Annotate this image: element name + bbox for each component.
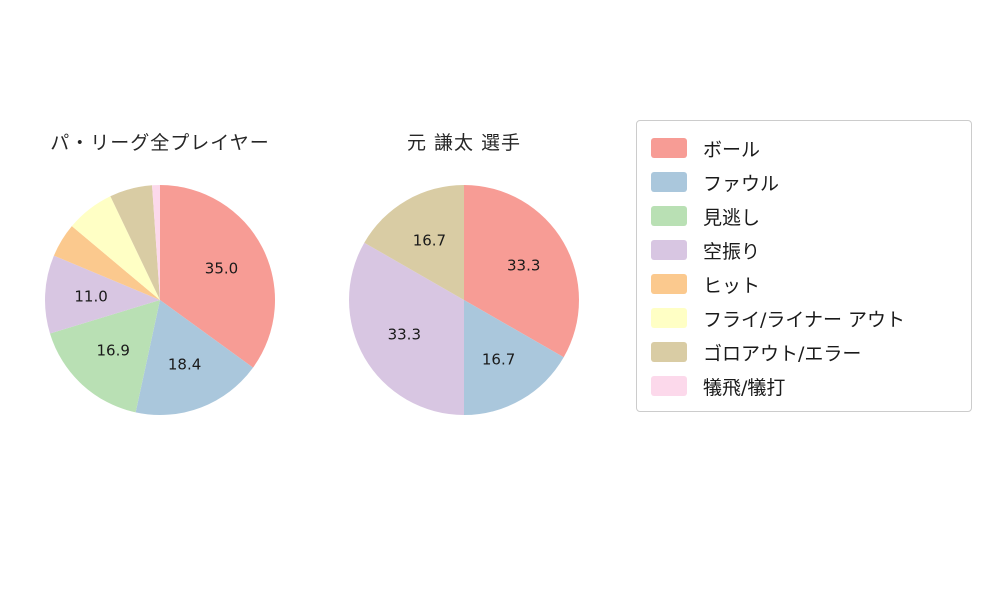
- legend-label: ファウル: [703, 172, 780, 195]
- pie-value-label: 18.4: [168, 356, 201, 374]
- legend-label: 見逃し: [703, 206, 761, 229]
- right-pie-title: 元 謙太 選手: [406, 132, 522, 154]
- legend-item: 見逃し: [651, 199, 971, 233]
- pie-slice-4: [53, 226, 160, 300]
- legend-swatch: [651, 308, 687, 328]
- pie-slice-1: [464, 300, 564, 415]
- legend-item: 空振り: [651, 233, 971, 267]
- pie-slice-5: [71, 196, 160, 300]
- legend-item: ヒット: [651, 267, 971, 301]
- legend-item: 犠飛/犠打: [651, 369, 971, 403]
- pie-value-label: 33.3: [507, 256, 540, 274]
- pie-slice-3: [45, 255, 160, 334]
- legend-label: ゴロアウト/エラー: [703, 342, 862, 365]
- pie-chart-player-gen-kenta: 33.3 16.7 33.3 16.7: [349, 185, 579, 415]
- legend-label: 空振り: [703, 240, 761, 263]
- legend-swatch: [651, 240, 687, 260]
- pie-slice-1: [135, 300, 254, 416]
- legend-item: ボール: [651, 131, 971, 165]
- legend-swatch: [651, 274, 687, 294]
- legend-item: ファウル: [651, 165, 971, 199]
- pie-value-label: 16.9: [96, 342, 129, 360]
- pie-slice-0: [464, 185, 579, 358]
- pie-value-label: 16.7: [413, 231, 446, 249]
- legend-label: ボール: [703, 138, 761, 161]
- legend-swatch: [651, 376, 687, 396]
- legend-item: ゴロアウト/エラー: [651, 335, 971, 369]
- pie-slice-7: [152, 184, 160, 300]
- legend-swatch: [651, 172, 687, 192]
- pie-chart-league-players: 35.0 18.4 16.9 11.0: [45, 184, 276, 416]
- pie-slice-3: [349, 242, 464, 415]
- pie-slice-2: [49, 300, 161, 413]
- left-pie-title: パ・リーグ全プレイヤー: [50, 132, 270, 154]
- pie-value-label: 16.7: [482, 351, 515, 369]
- legend-label: ヒット: [703, 274, 761, 297]
- pie-slice-6: [364, 185, 464, 300]
- pie-value-label: 11.0: [74, 288, 107, 306]
- legend-item: フライ/ライナー アウト: [651, 301, 971, 335]
- legend-swatch: [651, 342, 687, 362]
- pie-slice-6: [110, 185, 160, 300]
- legend-swatch: [651, 206, 687, 226]
- legend-swatch: [651, 138, 687, 158]
- pie-value-label: 35.0: [205, 260, 238, 278]
- pie-slice-0: [160, 185, 276, 368]
- legend-label: フライ/ライナー アウト: [703, 308, 906, 331]
- legend: ボールファウル見逃し空振りヒットフライ/ライナー アウト ゴロアウト/エラー 犠飛/…: [636, 120, 972, 412]
- legend-items: ボールファウル見逃し空振りヒットフライ/ライナー アウト ゴロアウト/エラー 犠飛/…: [651, 131, 971, 403]
- pie-value-label: 33.3: [388, 326, 421, 344]
- legend-label: 犠飛/犠打: [703, 376, 786, 399]
